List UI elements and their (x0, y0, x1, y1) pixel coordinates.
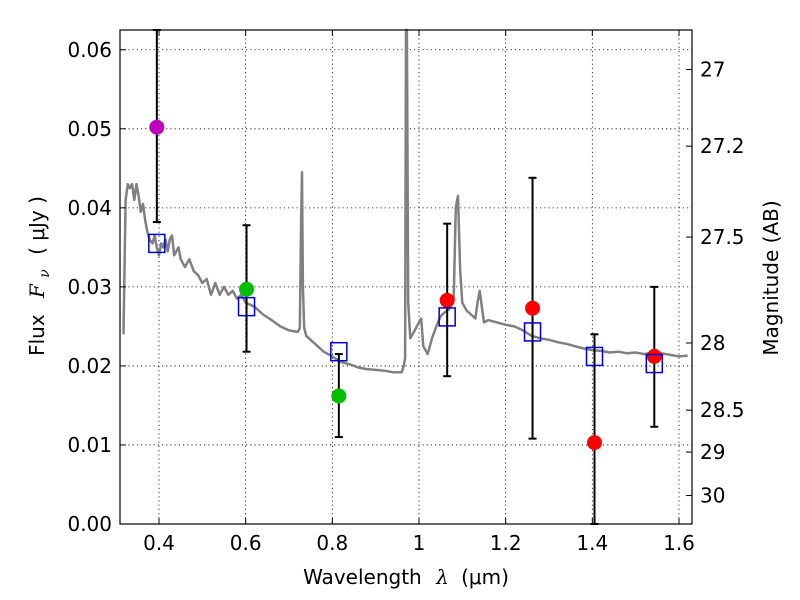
y2-tick-label: 27.2 (700, 134, 745, 158)
x-tick-label: 0.6 (230, 531, 262, 555)
model-photometry-square (237, 296, 256, 317)
observed-points (149, 119, 662, 451)
y-tick-label: 0.02 (67, 354, 112, 378)
observed-point (149, 119, 165, 135)
x-tick-label: 0.4 (143, 531, 175, 555)
y-tick-label: 0.00 (67, 512, 112, 536)
x-tick-label: 1 (413, 531, 426, 555)
observed-point (331, 388, 347, 404)
observed-point (646, 348, 662, 364)
x-tick-label: 1.6 (663, 531, 695, 555)
x-axis-title: Wavelength λ (μm) (303, 565, 509, 589)
observed-point (587, 435, 602, 451)
y-tick-label: 0.04 (67, 196, 112, 220)
y2-tick-label: 28 (700, 331, 725, 355)
y-axis-title: Flux F ν ( μJy ) (25, 196, 54, 356)
y-tick-label: 0.01 (67, 433, 112, 457)
model-photometry-square (438, 307, 456, 327)
x-tick-label: 0.8 (316, 531, 348, 555)
y2-tick-label: 27 (700, 58, 725, 82)
y-tick-label: 0.05 (67, 117, 112, 141)
axis-ticks: 0.4 0.6 0.8 1 1.2 1.4 1.6 0.00 0.01 0.02 0.03 0.04 0… (67, 30, 745, 555)
y2-tick-label: 27.5 (700, 225, 745, 249)
model-photometry-points (148, 233, 664, 374)
model-spectrum (122, 28, 688, 374)
observed-point (525, 300, 541, 316)
model-photometry-square (523, 322, 542, 342)
y2-tick-label: 30 (700, 484, 725, 508)
plot-frame (119, 29, 693, 525)
y-tick-label: 0.06 (67, 38, 112, 62)
y2-tick-label: 29 (700, 440, 725, 464)
y-tick-label: 0.03 (67, 275, 112, 299)
model-photometry-square (330, 341, 348, 362)
model-photometry-square (148, 233, 166, 254)
model-photometry-square (585, 346, 604, 367)
model-photometry-square (645, 353, 664, 374)
x-tick-label: 1.4 (576, 531, 608, 555)
y2-axis-title: Magnitude (AB) (759, 200, 783, 355)
x-tick-label: 1.2 (490, 531, 522, 555)
observed-point (239, 281, 255, 297)
observed-point (439, 292, 455, 308)
spectrum-line (122, 28, 688, 374)
y2-tick-label: 28.5 (700, 398, 745, 422)
